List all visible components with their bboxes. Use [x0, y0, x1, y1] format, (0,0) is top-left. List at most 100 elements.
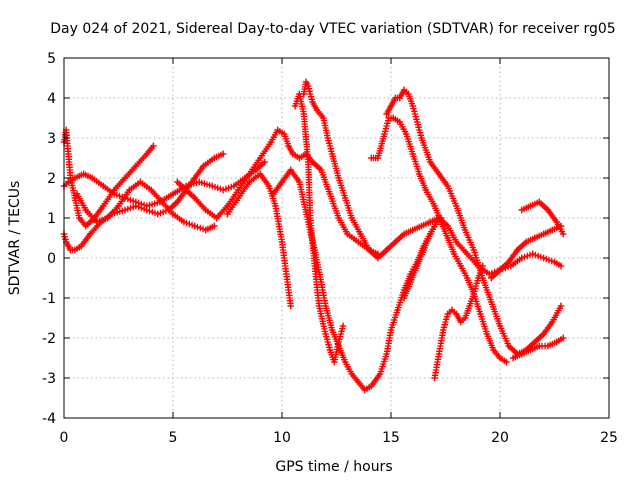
- data-point: [527, 346, 534, 354]
- data-point: [73, 190, 81, 198]
- data-point: [357, 230, 364, 238]
- data-point: [390, 114, 397, 122]
- data-point: [400, 294, 408, 302]
- data-point: [518, 254, 525, 262]
- data-point: [529, 250, 536, 258]
- data-point: [283, 270, 290, 278]
- data-point: [326, 190, 334, 198]
- data-point: [355, 238, 362, 246]
- data-point: [339, 322, 347, 330]
- y-tick-label: -1: [42, 291, 56, 307]
- data-point: [148, 186, 155, 194]
- y-tick-label: 4: [47, 91, 56, 107]
- data-point: [235, 186, 242, 194]
- data-point: [315, 302, 323, 310]
- data-point: [451, 250, 458, 258]
- data-point: [169, 190, 177, 198]
- data-point: [479, 262, 486, 270]
- data-point: [461, 314, 469, 322]
- data-point: [514, 246, 521, 254]
- data-point: [87, 230, 94, 238]
- data-point: [174, 178, 181, 186]
- data-point: [289, 150, 297, 158]
- data-point: [104, 214, 111, 222]
- data-point: [457, 262, 464, 270]
- data-point: [305, 158, 312, 166]
- data-point: [518, 350, 525, 358]
- data-point: [544, 206, 552, 214]
- data-point: [509, 354, 517, 362]
- data-point: [431, 374, 438, 382]
- data-point: [150, 142, 157, 150]
- data-point: [540, 254, 547, 262]
- data-point: [257, 154, 264, 162]
- data-point: [400, 286, 408, 294]
- series-satellite-track-13: [431, 262, 486, 382]
- data-point: [182, 186, 190, 194]
- data-point: [311, 262, 318, 270]
- data-point: [257, 170, 264, 178]
- data-point: [549, 318, 556, 326]
- x-tick-label: 15: [382, 430, 400, 446]
- data-point: [435, 170, 443, 178]
- data-point: [219, 186, 227, 194]
- data-point: [540, 230, 547, 238]
- data-point: [82, 222, 89, 230]
- data-point: [361, 386, 368, 394]
- series-satellite-track-3: [60, 158, 268, 210]
- series-satellite-track-16: [518, 198, 567, 238]
- data-point: [191, 194, 198, 202]
- data-point: [110, 190, 118, 198]
- data-point: [551, 258, 558, 266]
- data-point: [154, 210, 161, 218]
- data-point: [322, 330, 329, 338]
- data-point: [422, 186, 430, 194]
- data-point: [169, 210, 177, 218]
- data-point: [219, 150, 227, 158]
- data-point: [433, 218, 440, 226]
- data-point: [488, 298, 495, 306]
- y-tick-label: 5: [47, 51, 56, 67]
- data-point: [191, 174, 198, 182]
- data-point: [557, 302, 565, 310]
- data-point: [71, 174, 79, 182]
- y-tick-label: 1: [47, 211, 56, 227]
- data-point: [302, 78, 310, 86]
- y-tick-label: 2: [47, 171, 56, 187]
- series-satellite-track-8: [291, 90, 347, 366]
- data-point: [444, 234, 451, 242]
- data-point: [224, 210, 231, 218]
- data-point: [335, 214, 342, 222]
- data-point: [65, 242, 72, 250]
- data-point: [396, 118, 403, 126]
- data-point: [464, 274, 471, 282]
- data-point: [507, 262, 515, 270]
- data-point: [560, 334, 567, 342]
- data-point: [320, 114, 327, 122]
- data-point: [230, 182, 238, 190]
- data-point: [285, 142, 292, 150]
- data-point: [287, 302, 294, 310]
- series-satellite-track-12: [400, 214, 445, 302]
- data-point: [427, 230, 434, 238]
- y-tick-label: 0: [47, 251, 56, 267]
- data-point: [560, 230, 567, 238]
- data-point: [376, 370, 384, 378]
- data-point: [416, 170, 423, 178]
- data-point: [400, 86, 408, 94]
- series-satellite-track-6: [224, 170, 294, 310]
- data-point: [296, 154, 303, 162]
- data-point: [400, 230, 408, 238]
- data-point: [453, 238, 460, 246]
- data-point: [80, 170, 87, 178]
- data-point: [76, 214, 83, 222]
- data-point: [93, 218, 100, 226]
- data-point: [496, 266, 504, 274]
- series-line: [385, 88, 562, 355]
- series-satellite-track-4: [73, 178, 218, 234]
- data-point: [344, 230, 351, 238]
- data-point: [374, 154, 382, 162]
- data-point: [121, 206, 129, 214]
- data-point: [477, 310, 484, 318]
